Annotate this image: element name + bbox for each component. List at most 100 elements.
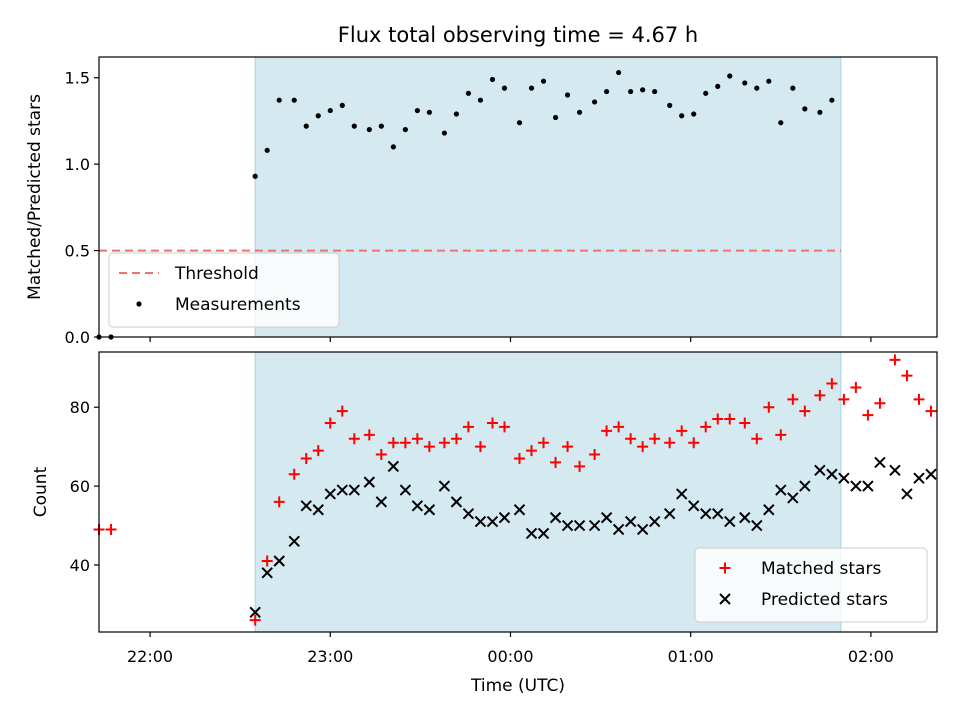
data-point	[588, 519, 601, 532]
legend-label: Matched stars	[761, 559, 881, 579]
data-point	[814, 464, 826, 477]
data-point	[751, 433, 763, 445]
data-point	[862, 480, 874, 492]
data-point	[528, 85, 535, 91]
data-point	[291, 97, 297, 103]
data-point	[675, 488, 688, 500]
data-point	[739, 417, 751, 429]
legend-marker	[136, 301, 142, 307]
legend-label: Predicted stars	[761, 590, 888, 610]
y-tick-label: 40	[70, 556, 90, 575]
data-point	[336, 484, 348, 496]
data-point	[591, 99, 598, 105]
data-point	[513, 504, 526, 516]
data-point	[850, 480, 862, 492]
data-point	[465, 90, 472, 96]
data-point	[913, 472, 925, 484]
data-point	[691, 111, 697, 117]
data-point	[604, 88, 610, 95]
data-point	[538, 437, 550, 449]
data-point	[679, 113, 685, 119]
data-point	[874, 397, 886, 409]
data-point	[249, 606, 261, 618]
data-point	[438, 437, 450, 449]
data-point	[790, 85, 796, 91]
data-point	[516, 120, 523, 126]
data-point	[288, 468, 300, 480]
data-point	[925, 405, 937, 417]
data-point	[712, 507, 724, 520]
data-point	[441, 130, 448, 136]
data-point	[724, 515, 736, 528]
data-point	[300, 500, 312, 512]
data-point	[261, 555, 273, 567]
data-point	[600, 511, 613, 524]
data-point	[624, 515, 637, 528]
data-point	[526, 445, 538, 457]
data-point	[676, 425, 688, 437]
data-point	[474, 441, 486, 453]
bottom-y-axis-label: Count	[31, 466, 51, 517]
chart-title: Flux total observing time = 4.67 h	[338, 23, 698, 47]
data-point	[640, 87, 646, 93]
data-point	[739, 511, 751, 524]
x-tick-label: 01:00	[668, 647, 714, 666]
data-point	[829, 97, 835, 103]
data-point	[486, 515, 499, 528]
data-point	[763, 504, 775, 516]
y-tick-label: 1.0	[65, 155, 90, 174]
data-point	[387, 437, 399, 449]
data-point	[817, 109, 823, 115]
data-point	[336, 405, 348, 417]
data-point	[315, 113, 321, 119]
legend-label: Measurements	[175, 295, 301, 315]
data-point	[514, 452, 526, 464]
data-point	[105, 523, 117, 535]
y-tick-label: 60	[70, 477, 90, 496]
top-y-axis-label: Matched/Predicted stars	[25, 94, 45, 300]
data-point	[387, 460, 400, 473]
data-point	[688, 437, 700, 449]
data-point	[564, 92, 571, 98]
data-point	[573, 519, 586, 532]
data-point	[712, 413, 724, 425]
data-point	[273, 496, 285, 508]
data-point	[486, 417, 498, 429]
data-point	[663, 507, 676, 520]
axes-frame	[98, 56, 938, 338]
data-point	[787, 393, 799, 405]
data-point	[303, 123, 309, 129]
data-point	[249, 614, 261, 626]
data-point	[402, 126, 408, 133]
data-point	[348, 484, 361, 496]
data-point	[423, 504, 436, 516]
data-point	[462, 507, 475, 520]
series-measurements	[96, 69, 835, 340]
data-point	[889, 464, 901, 477]
data-point	[826, 468, 838, 480]
data-point	[649, 433, 661, 445]
data-point	[489, 76, 496, 83]
data-point	[312, 445, 324, 457]
data-point	[498, 421, 510, 433]
data-point	[324, 488, 336, 500]
data-point	[351, 123, 357, 129]
data-point	[715, 83, 721, 89]
data-point	[276, 97, 282, 103]
data-point	[589, 449, 601, 461]
data-point	[273, 555, 285, 567]
data-point	[901, 488, 913, 500]
x-axis-label: Time (UTC)	[470, 676, 565, 696]
legend-label: Threshold	[174, 264, 259, 284]
data-point	[423, 441, 435, 453]
bottom-panel: 40 60 80 22:00 23:00 00:00 01:00 02:00 Matched s…	[70, 351, 938, 666]
data-point	[667, 102, 673, 108]
data-point	[450, 496, 463, 508]
data-point	[799, 480, 811, 492]
y-tick-label: 80	[70, 398, 90, 417]
data-point	[742, 80, 748, 86]
y-tick-label: 1.5	[65, 69, 90, 88]
data-point	[889, 354, 901, 366]
data-point	[562, 441, 574, 453]
